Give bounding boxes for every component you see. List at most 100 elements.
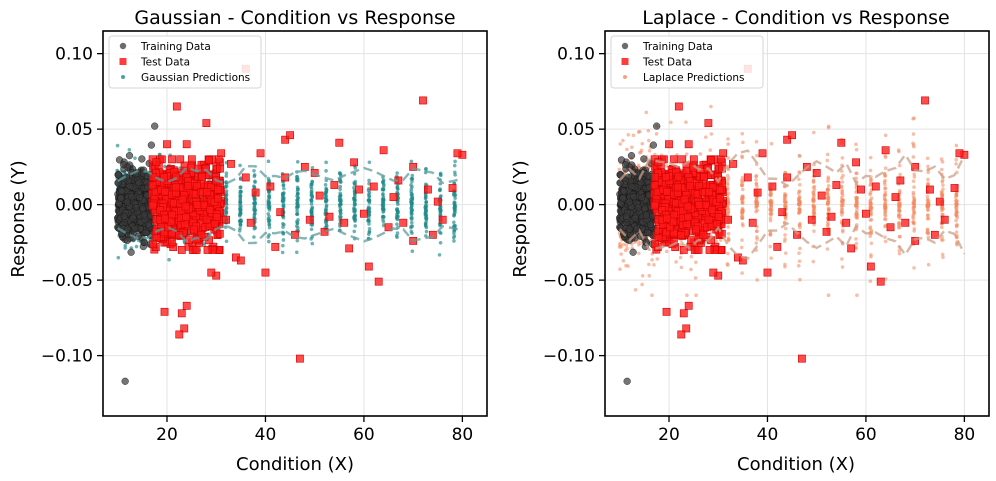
legend-box	[108, 35, 262, 89]
prediction-point	[939, 190, 944, 194]
prediction-point	[754, 241, 759, 245]
prediction-point	[911, 155, 916, 159]
prediction-point	[868, 168, 873, 173]
test-point	[325, 212, 334, 221]
prediction-point	[253, 202, 257, 206]
test-point	[215, 229, 224, 238]
training-point	[135, 193, 144, 202]
prediction-point	[825, 152, 830, 157]
prediction-point	[694, 260, 698, 265]
test-point	[210, 219, 219, 228]
prediction-point	[452, 239, 456, 243]
test-point	[246, 218, 255, 227]
prediction-point	[640, 282, 644, 287]
prediction-point	[624, 243, 629, 247]
prediction-point	[855, 171, 859, 176]
prediction-point	[940, 193, 945, 198]
prediction-point	[381, 200, 385, 205]
prediction-point	[123, 243, 128, 248]
prediction-point	[353, 207, 357, 212]
prediction-point	[424, 208, 428, 213]
prediction-point	[883, 223, 888, 228]
training-point	[138, 155, 146, 163]
test-point	[345, 244, 354, 253]
prediction-point	[453, 173, 457, 177]
prediction-point	[854, 142, 858, 147]
prediction-point	[796, 263, 801, 268]
prediction-point	[280, 199, 285, 204]
prediction-point	[115, 143, 120, 148]
prediction-point	[655, 257, 660, 261]
prediction-point	[396, 202, 400, 207]
prediction-point	[925, 216, 930, 221]
prediction-point	[897, 163, 902, 168]
training-point	[127, 248, 135, 256]
training-point	[120, 212, 128, 220]
gaussian-xlabel: Condition (X)	[236, 454, 354, 475]
prediction-point	[310, 241, 315, 246]
prediction-point	[266, 212, 271, 216]
prediction-point	[621, 259, 626, 263]
prediction-point	[694, 293, 698, 298]
prediction-point	[897, 251, 902, 256]
prediction-point	[768, 208, 773, 212]
prediction-point	[868, 234, 872, 239]
prediction-point	[825, 158, 830, 163]
prediction-point	[167, 257, 171, 262]
prediction-point	[381, 192, 385, 196]
prediction-point	[424, 200, 428, 205]
prediction-point	[224, 196, 229, 201]
test-point	[399, 218, 408, 227]
prediction-point	[310, 179, 315, 184]
prediction-point	[897, 204, 901, 208]
prediction-point	[618, 267, 622, 271]
prediction-point	[423, 196, 428, 201]
prediction-point	[740, 183, 745, 188]
prediction-point	[410, 179, 414, 184]
test-point	[340, 218, 349, 227]
prediction-point	[912, 172, 917, 177]
test-point	[364, 262, 373, 271]
prediction-point	[769, 256, 773, 260]
prediction-point	[869, 177, 873, 182]
prediction-point	[224, 184, 229, 189]
x-tick-label: 80	[452, 425, 474, 445]
prediction-point	[769, 211, 774, 215]
prediction-point	[925, 194, 930, 199]
prediction-point	[754, 178, 758, 182]
prediction-point	[224, 239, 229, 244]
prediction-point	[674, 260, 678, 264]
prediction-point	[709, 132, 714, 136]
test-point	[148, 201, 157, 210]
prediction-point	[939, 237, 944, 242]
prediction-point	[854, 190, 858, 195]
laplace-ylabel: Response (Y)	[510, 160, 531, 277]
prediction-point	[740, 198, 744, 202]
prediction-point	[798, 277, 802, 282]
training-point	[140, 211, 149, 219]
prediction-point	[625, 246, 629, 251]
training-point	[151, 122, 159, 130]
prediction-point	[647, 273, 652, 278]
test-point	[419, 96, 427, 105]
prediction-point	[296, 218, 300, 222]
prediction-point	[664, 164, 669, 168]
prediction-point	[797, 251, 801, 255]
test-point	[360, 209, 368, 218]
prediction-point	[647, 262, 651, 267]
prediction-point	[783, 264, 787, 269]
prediction-point	[395, 231, 400, 235]
test-point	[286, 131, 294, 140]
test-point	[187, 163, 196, 172]
test-point	[212, 213, 221, 221]
test-point	[177, 309, 186, 318]
prediction-point	[725, 262, 730, 266]
training-point	[114, 171, 123, 179]
prediction-point	[424, 229, 429, 234]
prediction-point	[267, 204, 272, 208]
training-point	[140, 238, 148, 246]
prediction-point	[282, 186, 286, 191]
prediction-point	[940, 167, 944, 172]
training-point	[147, 141, 155, 149]
